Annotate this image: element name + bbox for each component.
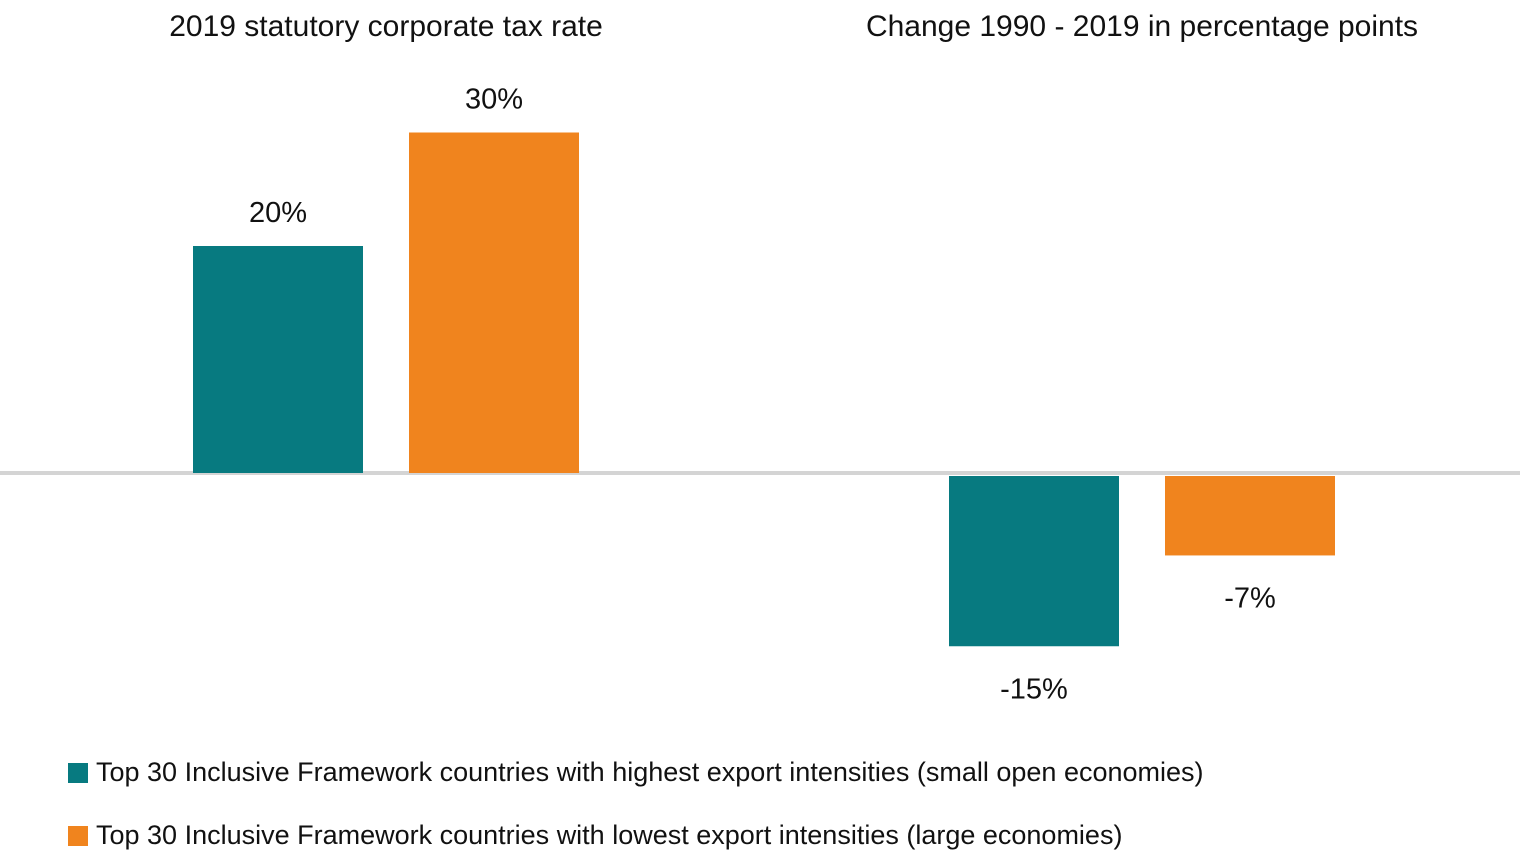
- legend-label: Top 30 Inclusive Framework countries wit…: [96, 757, 1204, 787]
- bar: [1165, 476, 1335, 556]
- data-label: -15%: [1000, 673, 1068, 705]
- legend-swatch-teal: [68, 762, 88, 783]
- bar: [193, 246, 363, 473]
- legend-item-lowest-export: Top 30 Inclusive Framework countries wit…: [68, 820, 1122, 851]
- panel-title: Change 1990 - 2019 in percentage points: [866, 10, 1418, 43]
- data-label: -7%: [1224, 582, 1276, 614]
- panel-title: 2019 statutory corporate tax rate: [169, 10, 603, 43]
- legend-item-highest-export: Top 30 Inclusive Framework countries wit…: [68, 757, 1204, 788]
- legend-swatch-orange: [68, 825, 88, 846]
- bar: [409, 132, 579, 473]
- bar: [949, 476, 1119, 647]
- data-label: 30%: [465, 84, 523, 116]
- data-label: 20%: [249, 197, 307, 229]
- legend-label: Top 30 Inclusive Framework countries wit…: [96, 820, 1123, 850]
